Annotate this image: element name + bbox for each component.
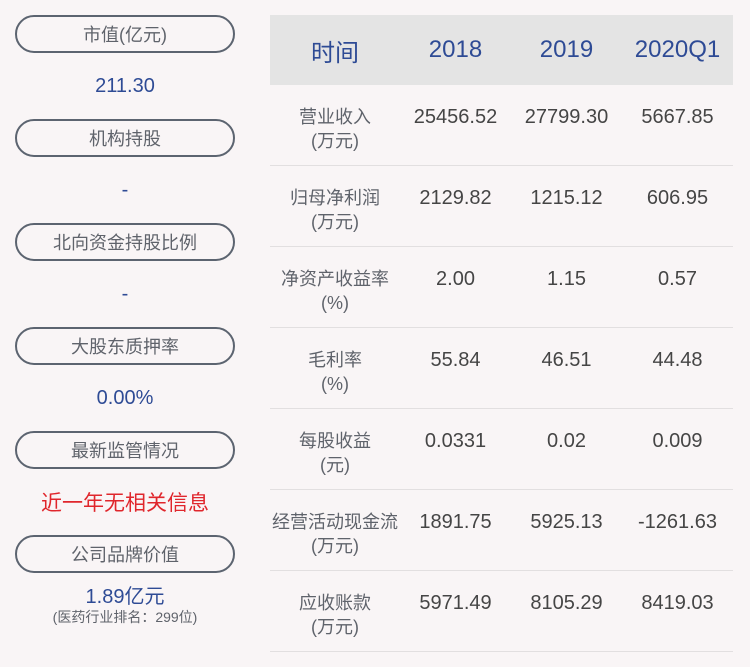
row-label: 应收账款 (万元) bbox=[299, 593, 371, 637]
cell: 0.02 bbox=[547, 430, 586, 452]
table-header: 时间 2018 2019 2020Q1 bbox=[270, 15, 733, 85]
brand-value-block: 1.89亿元 (医药行业排名：299位) bbox=[15, 573, 235, 639]
cell: 0.009 bbox=[652, 430, 703, 452]
cell: 1891.75 bbox=[419, 511, 492, 533]
cell: 5667.85 bbox=[641, 106, 714, 128]
cell: 8419.03 bbox=[641, 592, 714, 614]
table-row-operating-cashflow: 经营活动现金流 (万元) 1891.75 5925.13 -1261.63 bbox=[270, 490, 733, 571]
market-cap-label: 市值(亿元) bbox=[15, 15, 235, 53]
cell: 8105.29 bbox=[530, 592, 603, 614]
regulatory-status-value: 近一年无相关信息 bbox=[41, 492, 209, 515]
cell: 27799.30 bbox=[524, 106, 609, 128]
cell: 44.48 bbox=[652, 349, 703, 371]
northbound-holding-value: - bbox=[121, 282, 129, 305]
header-time: 时间 bbox=[311, 39, 359, 67]
table-row-revenue: 营业收入 (万元) 25456.52 27799.30 5667.85 bbox=[270, 85, 733, 166]
cell: 0.57 bbox=[658, 268, 697, 290]
pledge-ratio-value: 0.00% bbox=[96, 386, 154, 409]
row-label: 营业收入 (万元) bbox=[299, 107, 371, 151]
table-row-gross-margin: 毛利率 (%) 55.84 46.51 44.48 bbox=[270, 328, 733, 409]
row-label: 每股收益 (元) bbox=[299, 431, 371, 475]
cell: 0.0331 bbox=[424, 430, 487, 452]
cell: 46.51 bbox=[541, 349, 592, 371]
brand-value: 1.89亿元 bbox=[85, 586, 165, 608]
cell: 55.84 bbox=[430, 349, 481, 371]
table-row-receivables: 应收账款 (万元) 5971.49 8105.29 8419.03 bbox=[270, 571, 733, 652]
brand-rank: (医药行业排名：299位) bbox=[52, 609, 198, 625]
cell: 2129.82 bbox=[419, 187, 492, 209]
row-label: 归母净利润 (万元) bbox=[290, 188, 380, 232]
cell: 5971.49 bbox=[419, 592, 492, 614]
pledge-ratio-label: 大股东质押率 bbox=[15, 327, 235, 365]
cell: 606.95 bbox=[646, 187, 709, 209]
cell: 1215.12 bbox=[530, 187, 603, 209]
header-2020q1: 2020Q1 bbox=[634, 36, 721, 63]
institutional-holding-label: 机构持股 bbox=[15, 119, 235, 157]
cell: 1.15 bbox=[547, 268, 586, 290]
brand-value-label: 公司品牌价值 bbox=[15, 535, 235, 573]
stock-summary-panel: 市值(亿元) 211.30 机构持股 - 北向资金持股比例 - 大股东质押率 0… bbox=[15, 15, 235, 639]
table-row-roe: 净资产收益率 (%) 2.00 1.15 0.57 bbox=[270, 247, 733, 328]
table-row-net-profit: 归母净利润 (万元) 2129.82 1215.12 606.95 bbox=[270, 166, 733, 247]
cell: 25456.52 bbox=[413, 106, 498, 128]
header-2018: 2018 bbox=[428, 36, 483, 63]
row-label: 经营活动现金流 (万元) bbox=[272, 512, 398, 556]
table-row-eps: 每股收益 (元) 0.0331 0.02 0.009 bbox=[270, 409, 733, 490]
row-label: 毛利率 (%) bbox=[308, 350, 362, 394]
northbound-holding-label: 北向资金持股比例 bbox=[15, 223, 235, 261]
cell: -1261.63 bbox=[638, 511, 717, 533]
cell: 2.00 bbox=[436, 268, 475, 290]
institutional-holding-value: - bbox=[121, 178, 129, 201]
market-cap-value: 211.30 bbox=[95, 74, 155, 97]
regulatory-status-label: 最新监管情况 bbox=[15, 431, 235, 469]
header-2019: 2019 bbox=[539, 36, 594, 63]
cell: 5925.13 bbox=[530, 511, 603, 533]
row-label: 净资产收益率 (%) bbox=[281, 269, 389, 313]
financial-table: 时间 2018 2019 2020Q1 营业收入 (万元) 25456.52 27… bbox=[270, 15, 733, 652]
